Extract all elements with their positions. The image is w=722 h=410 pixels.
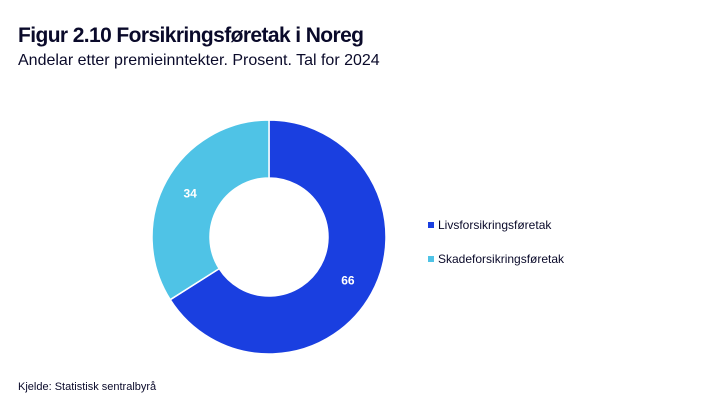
legend-swatch-livsforsikring xyxy=(428,222,434,228)
legend-item-livsforsikring: Livsforsikringsføretak xyxy=(428,218,564,232)
data-label-livsforsikring: 66 xyxy=(341,273,355,287)
slice-livsforsikring xyxy=(169,119,387,355)
chart-subtitle: Andelar etter premieinntekter. Prosent. … xyxy=(18,52,380,69)
legend-label-skadeforsikring: Skadeforsikringsføretak xyxy=(438,252,565,266)
legend-item-skadeforsikring: Skadeforsikringsføretak xyxy=(428,252,564,266)
data-label-skadeforsikring: 34 xyxy=(183,187,197,201)
legend-label-livsforsikring: Livsforsikringsføretak xyxy=(438,218,552,232)
chart-legend: Livsforsikringsføretak Skadeforsikringsf… xyxy=(428,218,564,286)
slice-skadeforsikring xyxy=(151,119,270,301)
source-note: Kjelde: Statistisk sentralbyrå xyxy=(18,381,157,393)
legend-swatch-skadeforsikring xyxy=(428,256,434,262)
chart-title: Figur 2.10 Forsikringsføretak i Noreg xyxy=(18,24,364,47)
